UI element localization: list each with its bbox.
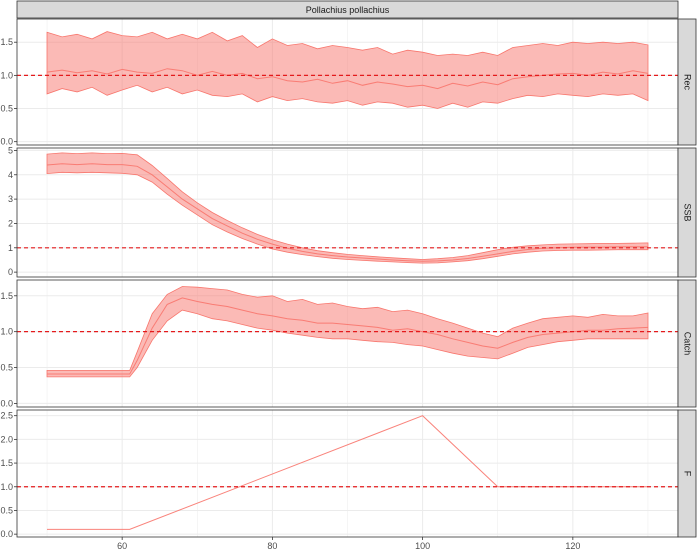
y-tick-label: 2.5 [0,411,13,421]
facet-label-ssb: SSB [683,203,693,221]
y-tick-label: 0.0 [0,529,13,539]
y-tick-label: 1.0 [0,482,13,492]
panels-layer: 0.0 0.5 1.0 1.5 Rec 0 1 2 3 4 5 SSB 0.0 0.5 1.0 1.5 Catc… [0,18,697,539]
y-tick-label: 0.5 [0,505,13,515]
y-tick-label: 0.5 [0,104,13,114]
median-line [47,415,648,530]
y-tick-label: 0 [8,267,13,277]
y-tick-label: 1.0 [0,70,13,80]
facet-label-f: F [683,471,693,477]
y-tick-label: 1 [8,243,13,253]
median-line [47,297,649,375]
y-tick-label: 2 [8,218,13,228]
x-tick-label: 120 [565,541,580,551]
facet-strip-right [677,409,697,538]
x-tick-label: 80 [267,541,277,551]
y-tick-label: 5 [8,145,13,155]
x-tick-label: 100 [415,541,430,551]
facet-strip-right [677,279,697,408]
y-tick-label: 0.0 [0,137,13,147]
y-tick-label: 3 [8,194,13,204]
uncertainty-band [46,31,649,109]
facet-strip-right [677,18,697,146]
y-tick-label: 1.5 [0,291,13,301]
y-tick-label: 2.0 [0,434,13,444]
y-tick-label: 0.0 [0,398,13,408]
facet-strip: Pollachius pollachius [16,0,679,19]
median-line [46,163,648,262]
panel-catch: 0.0 0.5 1.0 1.5 Catch [0,279,697,408]
y-tick-label: 0.5 [0,363,13,373]
median-line [46,68,649,90]
uncertainty-band [46,152,649,264]
x-tick-label: 60 [117,541,127,551]
facet-strip-right [677,147,697,278]
x-axis: 60 80 100 120 [117,537,580,551]
y-tick-label: 1.5 [0,458,13,468]
chart-title: Pollachius pollachius [306,5,390,15]
facet-label-catch: Catch [683,332,693,356]
facet-label-rec: Rec [683,74,693,91]
y-tick-label: 1.0 [0,327,13,337]
panel-f: 0.0 0.5 1.0 1.5 2.0 2.5 F [0,409,697,539]
panel-rec: 0.0 0.5 1.0 1.5 Rec [0,18,697,147]
facet-strip-background [16,0,679,19]
panel-ssb: 0 1 2 3 4 5 SSB [8,145,697,278]
y-tick-label: 4 [8,170,13,180]
y-tick-label: 1.5 [0,37,13,47]
